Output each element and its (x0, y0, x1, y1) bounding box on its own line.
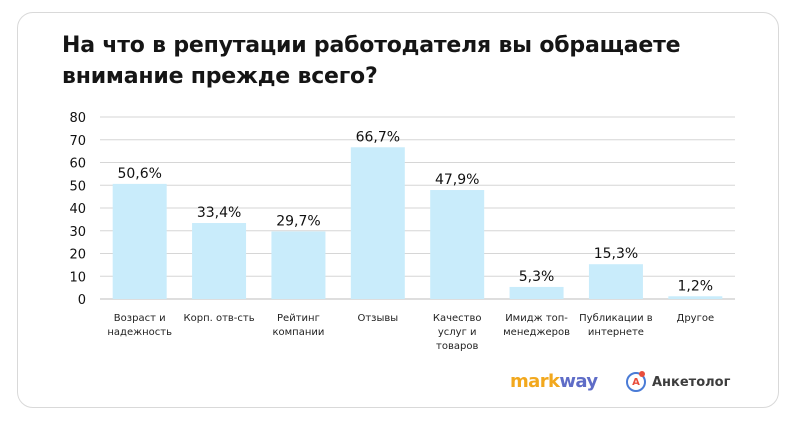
data-label: 50,6% (117, 166, 161, 182)
data-label: 1,2% (678, 278, 714, 294)
x-tick-label: Отзывы (357, 313, 398, 324)
y-tick-label: 50 (69, 179, 86, 194)
x-tick-label: менеджеров (503, 327, 570, 338)
anketolog-logo: А Анкетолог (626, 370, 730, 394)
chart-title: На что в репутации работодателя вы обращ… (62, 33, 681, 89)
y-tick-label: 60 (69, 157, 86, 172)
y-tick-label: 40 (69, 202, 86, 217)
anketolog-label: Анкетолог (652, 374, 731, 390)
x-tick-label: услуг и (438, 327, 477, 338)
data-label: 15,3% (594, 246, 638, 262)
x-tick-label: Корп. отв-сть (184, 313, 255, 324)
y-tick-label: 0 (78, 293, 86, 308)
anketolog-icon: А (626, 371, 646, 392)
x-tick-label: товаров (436, 341, 478, 352)
x-tick-label: надежность (107, 327, 172, 338)
bar (588, 264, 643, 299)
y-tick-label: 30 (69, 225, 86, 240)
x-tick-label: Качество (433, 313, 482, 324)
markway-logo: markway (510, 371, 598, 392)
bar (430, 190, 485, 299)
y-tick-label: 80 (69, 111, 86, 126)
bar (350, 147, 405, 299)
x-tick-label: Имидж топ- (505, 313, 568, 324)
y-tick-label: 70 (69, 134, 86, 149)
data-label: 66,7% (356, 129, 400, 145)
x-tick-label: Возраст и (114, 313, 166, 324)
data-label: 33,4% (197, 205, 241, 221)
x-tick-label: интернете (588, 327, 644, 338)
bar (112, 183, 167, 299)
x-tick-label: Другое (677, 313, 715, 324)
bar (271, 231, 326, 299)
data-label: 5,3% (519, 269, 555, 285)
data-label: 47,9% (435, 172, 479, 188)
data-label: 29,7% (276, 213, 320, 229)
x-tick-label: Публикации в (579, 313, 653, 324)
y-tick-label: 10 (69, 270, 86, 285)
y-tick-label: 20 (69, 248, 86, 263)
x-tick-label: Рейтинг (277, 313, 320, 324)
bar (509, 286, 564, 299)
bar (668, 296, 723, 299)
x-tick-label: компании (272, 327, 324, 338)
bar (192, 223, 247, 299)
